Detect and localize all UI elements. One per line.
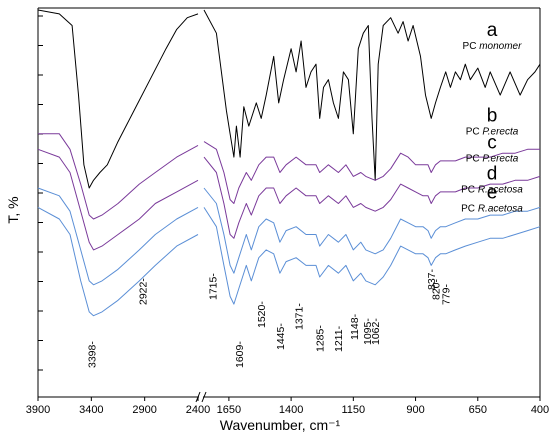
- peak-label: 779-: [441, 283, 453, 305]
- x-tick-label: 3400: [79, 404, 103, 416]
- series-letter-c: c: [487, 132, 497, 153]
- x-tick-label: 1650: [217, 404, 241, 416]
- peak-label: 1062-: [370, 318, 382, 345]
- series-letter-d: d: [487, 163, 498, 184]
- x-tick-label: 2900: [132, 404, 156, 416]
- series-letter-a: a: [487, 20, 498, 41]
- series-label-e: PC R.acetosa: [461, 204, 523, 215]
- axes: 3900 3400 2900 2400 1650 1400 1150 900 650 400: [26, 7, 549, 416]
- x-tick-label: 400: [531, 404, 549, 416]
- series-e-left-line: [37, 206, 199, 317]
- peak-label: 2922-: [137, 278, 149, 305]
- peak-label: 837-: [426, 268, 438, 290]
- series-letter-e: e: [487, 183, 498, 204]
- y-axis-title: T, %: [5, 196, 21, 223]
- series-d-right-line: [203, 187, 541, 274]
- peak-label: 1609-: [234, 341, 246, 368]
- series-label-d: PC R.acetosa: [461, 184, 523, 195]
- x-tick-label: 650: [469, 404, 487, 416]
- peak-label: 1445-: [275, 323, 287, 350]
- peak-label: 1148-: [349, 313, 361, 340]
- series-letter-b: b: [487, 105, 498, 126]
- peak-label: 1371-: [293, 303, 305, 330]
- series-b-left-line: [38, 133, 199, 220]
- series-e-right-line: [203, 207, 541, 305]
- peak-label: 1520-: [256, 301, 268, 328]
- x-tick-label: 2400: [186, 404, 210, 416]
- series-label-a: PC monomer: [463, 41, 523, 52]
- peak-annotations: 3398- 2922- 1715- 1609- 1520- 1445- 1371- 1285-…: [87, 268, 453, 368]
- x-tick-label: 3900: [26, 404, 50, 416]
- series-c-left-line: [37, 148, 199, 251]
- peak-label: 1285-: [315, 325, 327, 352]
- series-a-right-line: [203, 9, 541, 181]
- peak-label: 820-: [430, 278, 442, 300]
- axis-break-mark: [201, 391, 207, 403]
- x-tick-label: 1150: [342, 404, 366, 416]
- peak-label: 3398-: [87, 341, 99, 368]
- x-tick-label: 900: [406, 404, 424, 416]
- series-c-right-line: [203, 156, 541, 239]
- axis-break-gap: [199, 391, 203, 403]
- series-label-b: PC P.erecta: [466, 126, 519, 137]
- series-a-left-line: [37, 9, 199, 189]
- series-b-right-line: [203, 141, 540, 204]
- series-d-left-line: [37, 187, 199, 286]
- peak-label: 1211-: [333, 325, 345, 352]
- peak-label: 1715-: [208, 273, 220, 300]
- series-label-c: PC P.erecta: [466, 153, 519, 164]
- x-axis-title: Wavenumber, cm⁻¹: [220, 417, 341, 433]
- peak-label: 1095-: [362, 318, 374, 345]
- series-layer: [37, 9, 541, 317]
- x-tick-label: 1400: [279, 404, 303, 416]
